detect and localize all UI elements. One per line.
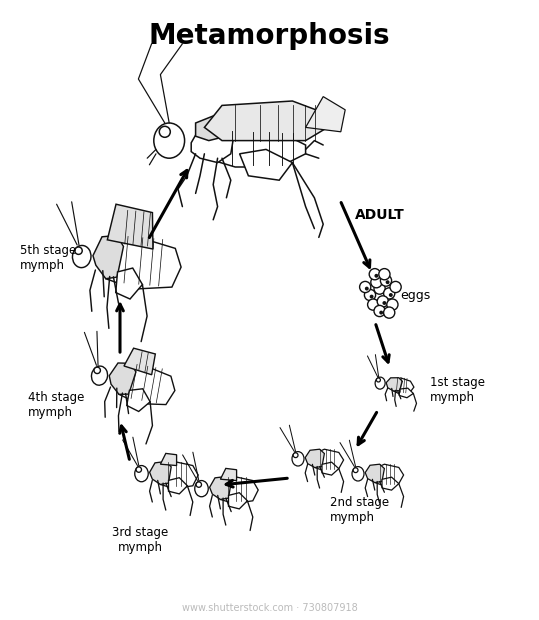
Circle shape — [196, 482, 202, 487]
Circle shape — [384, 288, 395, 299]
Circle shape — [371, 277, 382, 288]
Ellipse shape — [92, 366, 108, 385]
Circle shape — [390, 281, 401, 293]
Text: 3rd stage
mymph: 3rd stage mymph — [112, 526, 168, 554]
Text: 4th stage
mymph: 4th stage mymph — [28, 391, 85, 419]
Text: eggs: eggs — [400, 290, 430, 303]
Text: 1st stage
mymph: 1st stage mymph — [430, 376, 485, 404]
Polygon shape — [124, 348, 155, 374]
Polygon shape — [127, 389, 150, 412]
Ellipse shape — [292, 451, 304, 466]
Circle shape — [365, 286, 369, 291]
Polygon shape — [100, 237, 181, 289]
Circle shape — [379, 311, 383, 314]
Ellipse shape — [375, 377, 385, 389]
Polygon shape — [322, 462, 339, 475]
Ellipse shape — [154, 123, 184, 158]
Circle shape — [377, 296, 389, 307]
Polygon shape — [204, 101, 328, 141]
Polygon shape — [220, 468, 237, 481]
Circle shape — [75, 247, 82, 254]
Circle shape — [360, 281, 371, 293]
Circle shape — [381, 275, 392, 286]
Polygon shape — [109, 363, 136, 394]
Circle shape — [368, 299, 379, 310]
Polygon shape — [390, 378, 414, 394]
Circle shape — [376, 378, 381, 382]
Polygon shape — [229, 493, 247, 509]
Polygon shape — [305, 450, 324, 467]
Circle shape — [389, 293, 393, 297]
Circle shape — [293, 453, 298, 458]
Text: 5th stage
mymph: 5th stage mymph — [20, 244, 76, 272]
Polygon shape — [306, 97, 345, 132]
Polygon shape — [155, 461, 198, 489]
Polygon shape — [169, 477, 188, 494]
Polygon shape — [93, 236, 123, 279]
Circle shape — [160, 126, 170, 137]
Circle shape — [379, 268, 390, 280]
Polygon shape — [310, 450, 343, 471]
Circle shape — [364, 290, 376, 301]
Polygon shape — [370, 464, 404, 486]
Polygon shape — [386, 378, 403, 391]
Circle shape — [374, 306, 385, 317]
Ellipse shape — [135, 466, 148, 482]
Circle shape — [387, 299, 398, 310]
Circle shape — [375, 274, 378, 278]
Text: www.shutterstock.com · 730807918: www.shutterstock.com · 730807918 — [182, 603, 357, 613]
Circle shape — [385, 280, 390, 284]
Circle shape — [384, 307, 395, 318]
Text: ADULT: ADULT — [355, 208, 405, 222]
Text: 2nd stage
mymph: 2nd stage mymph — [330, 496, 389, 524]
Circle shape — [374, 283, 385, 294]
Polygon shape — [365, 464, 384, 482]
Polygon shape — [196, 114, 231, 141]
Circle shape — [383, 301, 386, 305]
Polygon shape — [150, 461, 171, 484]
Text: Metamorphosis: Metamorphosis — [149, 22, 390, 50]
Polygon shape — [116, 268, 142, 299]
Circle shape — [370, 294, 374, 299]
Polygon shape — [210, 477, 231, 500]
Circle shape — [94, 367, 100, 374]
Polygon shape — [115, 366, 175, 405]
Circle shape — [136, 467, 142, 472]
Circle shape — [353, 468, 358, 472]
Polygon shape — [161, 453, 177, 466]
Polygon shape — [200, 127, 306, 167]
Polygon shape — [382, 477, 399, 490]
Polygon shape — [240, 149, 292, 180]
Polygon shape — [191, 123, 235, 162]
Ellipse shape — [195, 480, 208, 497]
Polygon shape — [107, 204, 153, 249]
Ellipse shape — [72, 246, 91, 268]
Ellipse shape — [352, 467, 364, 481]
Polygon shape — [215, 477, 258, 503]
Circle shape — [369, 268, 381, 280]
Polygon shape — [399, 388, 413, 397]
